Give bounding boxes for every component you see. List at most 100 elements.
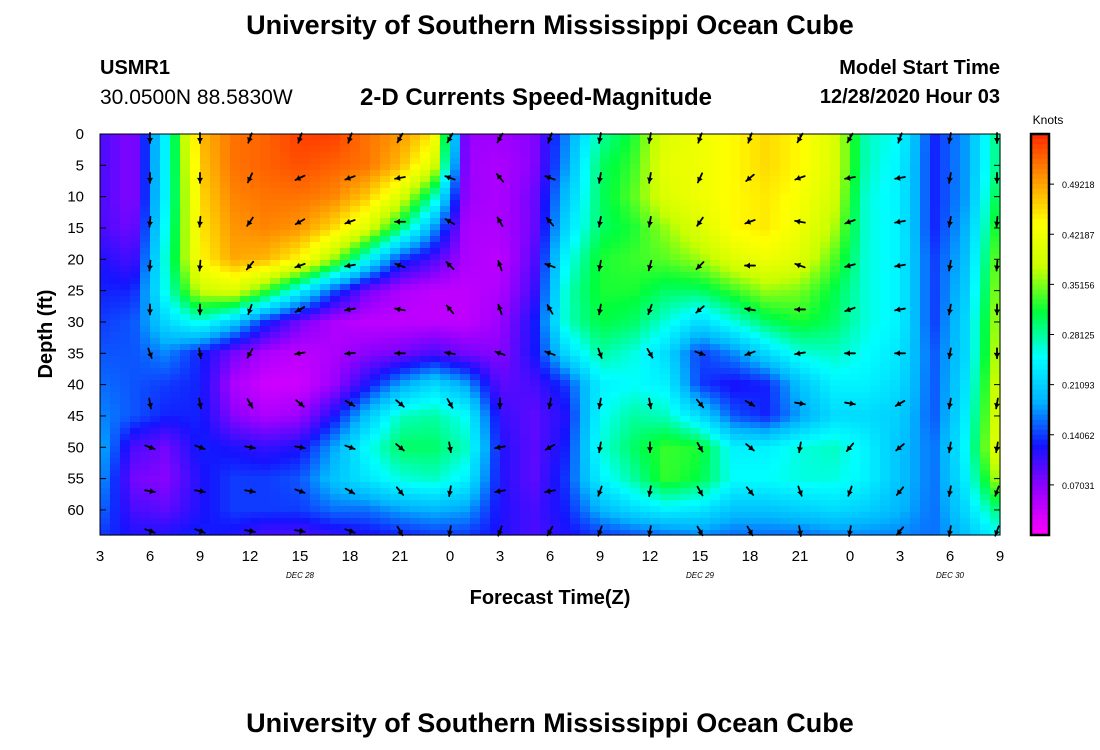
heatmap-cell — [910, 194, 921, 201]
heatmap-cell — [200, 398, 211, 405]
heatmap-cell — [600, 374, 611, 381]
chart-title: 2-D Currents Speed-Magnitude — [360, 84, 713, 111]
heatmap-cell — [970, 242, 981, 249]
heatmap-cell — [260, 140, 271, 147]
heatmap-cell — [970, 350, 981, 357]
heatmap-cell — [330, 242, 341, 249]
heatmap-cell — [830, 416, 841, 423]
heatmap-cell — [890, 242, 901, 249]
heatmap-cell — [240, 344, 251, 351]
heatmap-cell — [910, 380, 921, 387]
heatmap-cell — [720, 290, 731, 297]
heatmap-cell — [740, 428, 751, 435]
heatmap-cell — [870, 140, 881, 147]
heatmap-cell — [510, 230, 521, 237]
heatmap-cell — [870, 200, 881, 207]
heatmap-cell — [510, 404, 521, 411]
heatmap-cell — [560, 248, 571, 255]
heatmap-cell — [590, 296, 601, 303]
heatmap-cell — [330, 134, 341, 141]
heatmap-cell — [470, 434, 481, 441]
heatmap-cell — [110, 200, 121, 207]
heatmap-cell — [930, 170, 941, 177]
heatmap-cell — [160, 242, 171, 249]
heatmap-cell — [320, 224, 331, 231]
heatmap-cell — [850, 326, 861, 333]
heatmap-cell — [130, 416, 141, 423]
heatmap-cell — [300, 296, 311, 303]
heatmap-cell — [710, 212, 721, 219]
heatmap-cell — [700, 278, 711, 285]
heatmap-cell — [420, 398, 431, 405]
heatmap-cell — [700, 458, 711, 465]
heatmap-cell — [390, 266, 401, 273]
heatmap-cell — [720, 332, 731, 339]
heatmap-cell — [490, 464, 501, 471]
heatmap-cell — [450, 218, 461, 225]
heatmap-cell — [970, 194, 981, 201]
heatmap-cell — [130, 194, 141, 201]
heatmap-cell — [850, 272, 861, 279]
heatmap-cell — [460, 446, 471, 453]
heatmap-cell — [900, 452, 911, 459]
heatmap-cell — [830, 368, 841, 375]
heatmap-cell — [200, 140, 211, 147]
heatmap-cell — [160, 410, 171, 417]
heatmap-cell — [220, 146, 231, 153]
heatmap-cell — [310, 224, 321, 231]
heatmap-cell — [600, 272, 611, 279]
heatmap-cell — [650, 458, 661, 465]
heatmap-cell — [550, 314, 561, 321]
heatmap-cell — [150, 386, 161, 393]
heatmap-cell — [230, 410, 241, 417]
heatmap-cell — [910, 284, 921, 291]
heatmap-cell — [420, 134, 431, 141]
heatmap-cell — [130, 314, 141, 321]
heatmap-cell — [860, 332, 871, 339]
heatmap-cell — [530, 302, 541, 309]
heatmap-cell — [900, 158, 911, 165]
heatmap-cell — [660, 140, 671, 147]
heatmap-cell — [990, 224, 1001, 231]
heatmap-cell — [660, 284, 671, 291]
heatmap-cell — [330, 284, 341, 291]
heatmap-cell — [980, 350, 991, 357]
heatmap-cell — [750, 416, 761, 423]
heatmap-cell — [890, 326, 901, 333]
heatmap-cell — [140, 374, 151, 381]
heatmap-cell — [550, 218, 561, 225]
heatmap-cell — [240, 368, 251, 375]
heatmap-cell — [220, 368, 231, 375]
heatmap-cell — [440, 314, 451, 321]
heatmap-cell — [880, 368, 891, 375]
heatmap-cell — [540, 248, 551, 255]
heatmap-cell — [900, 152, 911, 159]
heatmap-cell — [810, 338, 821, 345]
heatmap-cell — [280, 164, 291, 171]
heatmap-cell — [940, 344, 951, 351]
heatmap-cell — [940, 212, 951, 219]
heatmap-cell — [690, 170, 701, 177]
heatmap-cell — [420, 182, 431, 189]
heatmap-cell — [560, 338, 571, 345]
heatmap-cell — [430, 374, 441, 381]
heatmap-cell — [640, 194, 651, 201]
heatmap-cell — [770, 140, 781, 147]
heatmap-cell — [110, 176, 121, 183]
heatmap-cell — [770, 362, 781, 369]
heatmap-cell — [590, 410, 601, 417]
heatmap-cell — [520, 212, 531, 219]
heatmap-cell — [610, 434, 621, 441]
heatmap-cell — [570, 374, 581, 381]
heatmap-cell — [900, 266, 911, 273]
heatmap-cell — [210, 326, 221, 333]
heatmap-cell — [570, 140, 581, 147]
heatmap-cell — [630, 380, 641, 387]
heatmap-cell — [710, 272, 721, 279]
heatmap-cell — [770, 218, 781, 225]
heatmap-cell — [620, 404, 631, 411]
heatmap-cell — [260, 242, 271, 249]
heatmap-cell — [790, 422, 801, 429]
heatmap-cell — [950, 182, 961, 189]
heatmap-cell — [740, 422, 751, 429]
